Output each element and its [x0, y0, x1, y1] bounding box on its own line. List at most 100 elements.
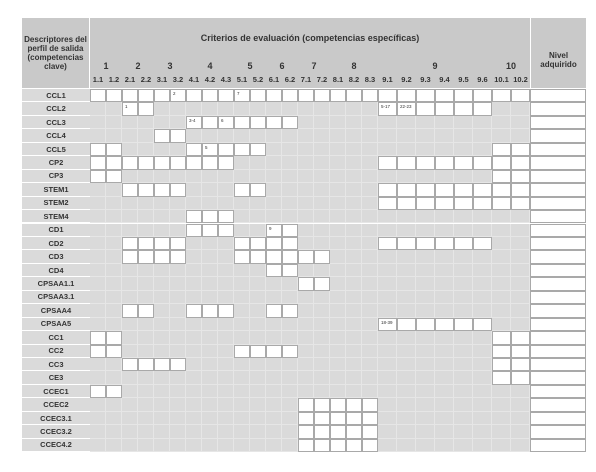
- cell-active: [416, 102, 435, 116]
- cell-empty: [511, 250, 530, 264]
- cell-active: [454, 196, 473, 211]
- cell-empty: [397, 411, 416, 426]
- cell-empty: [492, 398, 511, 412]
- cell-empty: [218, 331, 234, 345]
- cell-active: [202, 115, 218, 130]
- cell-empty: [378, 371, 397, 385]
- cell-empty: [435, 398, 454, 412]
- cell-empty: [416, 411, 435, 426]
- cell-empty: [106, 236, 122, 251]
- cell-active: [492, 196, 511, 211]
- cell-empty: [106, 277, 122, 291]
- row-label: CP2: [22, 156, 90, 170]
- cell-empty: [346, 263, 362, 278]
- cell-active: [330, 411, 346, 426]
- cell-empty: [250, 277, 266, 291]
- cell-empty: [282, 129, 298, 143]
- cell-empty: [314, 384, 330, 399]
- cell-active: [346, 411, 362, 426]
- sub-criterion: 4.2: [202, 72, 218, 86]
- cell-active: [234, 250, 250, 264]
- cell-empty: [154, 223, 170, 237]
- cell-active: [435, 102, 454, 116]
- cell-empty: [454, 304, 473, 318]
- cell-empty: [473, 277, 492, 291]
- level-cell: [530, 384, 586, 399]
- cell-empty: [330, 102, 346, 116]
- cell-active: [90, 169, 106, 184]
- cell-empty: [154, 371, 170, 385]
- sub-criterion: 2.1: [122, 72, 138, 86]
- cell-empty: [106, 196, 122, 211]
- cell-active: [90, 384, 106, 399]
- cell-empty: [282, 196, 298, 211]
- cell-empty: [511, 384, 530, 399]
- cell-empty: [138, 196, 154, 211]
- cell-active: [314, 250, 330, 264]
- cell-active: [454, 236, 473, 251]
- cell-empty: [378, 263, 397, 278]
- cell-empty: [170, 411, 186, 426]
- cell-empty: [397, 223, 416, 237]
- cell-empty: [330, 196, 346, 211]
- cell-active: [202, 304, 218, 318]
- cell-empty: [362, 169, 378, 184]
- cell-empty: [473, 425, 492, 439]
- cell-active: [298, 438, 314, 453]
- cell-empty: [218, 398, 234, 412]
- cell-empty: [511, 115, 530, 130]
- cell-empty: [378, 384, 397, 399]
- cell-empty: [492, 223, 511, 237]
- sub-criterion: 9.3: [416, 72, 435, 86]
- cell-empty: [346, 277, 362, 291]
- cell-active: [435, 89, 454, 103]
- cell-empty: [154, 210, 170, 224]
- cell-empty: [330, 290, 346, 305]
- cell-empty: [454, 115, 473, 130]
- cell-empty: [362, 183, 378, 197]
- cell-empty: [266, 210, 282, 224]
- cell-active: [435, 236, 454, 251]
- cell-empty: [454, 129, 473, 143]
- cell-active: [218, 223, 234, 237]
- cell-active: [346, 398, 362, 412]
- cell-active: [378, 89, 397, 103]
- cell-active: [298, 398, 314, 412]
- cell-active: [266, 115, 282, 130]
- cell-empty: [122, 438, 138, 453]
- cell-empty: [218, 290, 234, 305]
- cell-empty: [154, 411, 170, 426]
- cell-empty: [397, 384, 416, 399]
- cell-active: [282, 89, 298, 103]
- cell-active: [202, 223, 218, 237]
- cell-empty: [511, 290, 530, 305]
- cell-active: [511, 331, 530, 345]
- cell-active: [90, 89, 106, 103]
- cell-empty: [298, 236, 314, 251]
- cell-empty: [378, 223, 397, 237]
- cell-empty: [218, 250, 234, 264]
- cell-active: [511, 89, 530, 103]
- cell-empty: [416, 115, 435, 130]
- cell-empty: [378, 304, 397, 318]
- cell-empty: [298, 384, 314, 399]
- cell-empty: [234, 384, 250, 399]
- cell-empty: [186, 344, 202, 358]
- cell-empty: [218, 438, 234, 453]
- cell-empty: [186, 317, 202, 332]
- cell-active: [416, 183, 435, 197]
- cell-empty: [250, 304, 266, 318]
- cell-empty: [250, 371, 266, 385]
- cell-empty: [202, 358, 218, 372]
- cell-empty: [330, 115, 346, 130]
- cell-empty: [154, 304, 170, 318]
- cell-empty: [154, 263, 170, 278]
- cell-empty: [435, 344, 454, 358]
- cell-empty: [454, 142, 473, 157]
- cell-empty: [170, 438, 186, 453]
- cell-empty: [266, 169, 282, 184]
- cell-active: [234, 142, 250, 157]
- cell-active: [234, 183, 250, 197]
- cell-active: [362, 398, 378, 412]
- cell-empty: [378, 142, 397, 157]
